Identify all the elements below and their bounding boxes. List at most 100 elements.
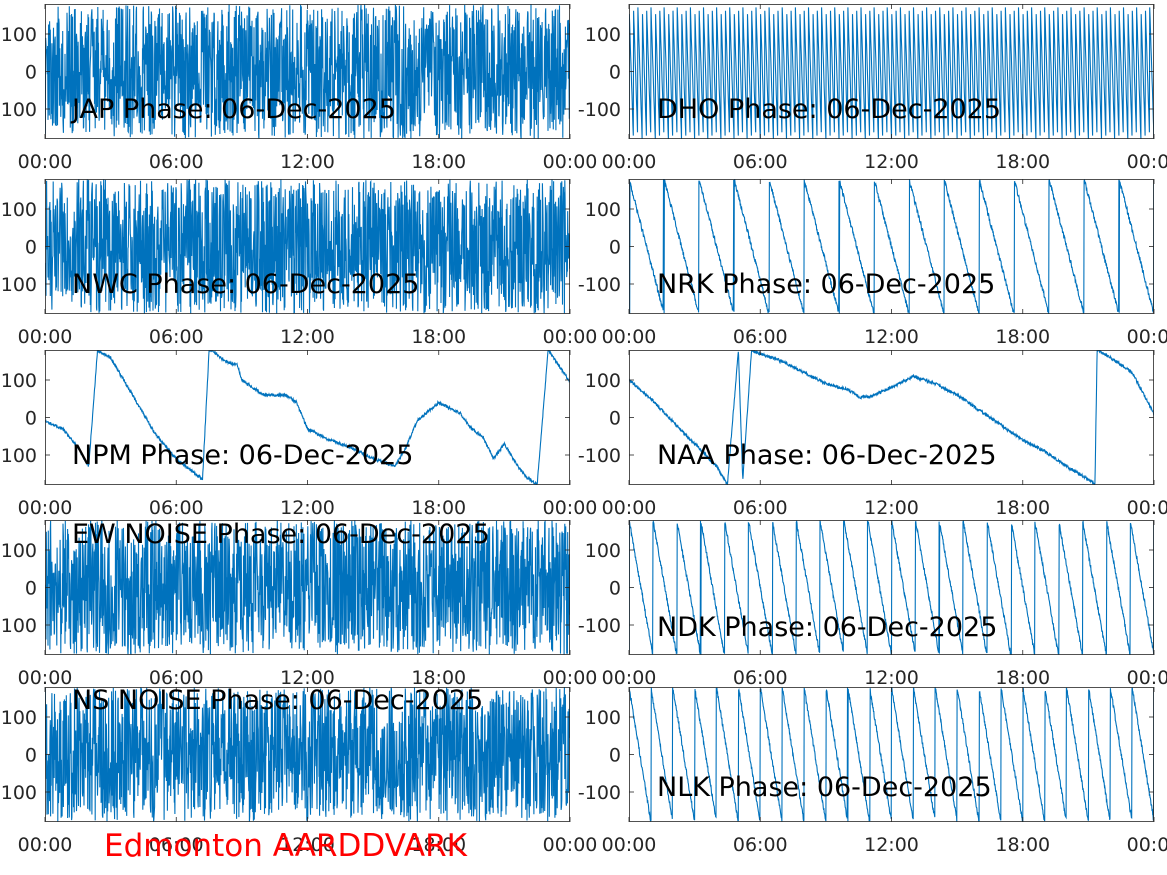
x-tick-label: 12:00 — [864, 326, 919, 348]
y-tick-label: 0 — [609, 237, 621, 259]
panel-title: NWC Phase: 06-Dec-2025 — [72, 269, 419, 300]
x-tick-label: 18:00 — [411, 326, 466, 348]
y-tick-label: -100 — [0, 445, 37, 467]
y-tick-label: 100 — [585, 707, 621, 729]
panel-title: NRK Phase: 06-Dec-2025 — [657, 269, 995, 300]
x-tick-label: 00:00 — [602, 151, 657, 173]
x-tick-label: 06:00 — [733, 151, 788, 173]
y-tick-label: -100 — [578, 445, 621, 467]
panel-title: EW NOISE Phase: 06-Dec-2025 — [72, 519, 490, 550]
x-tick-label: 12:00 — [864, 667, 919, 689]
y-tick-label: 100 — [585, 370, 621, 392]
phase-trace — [45, 350, 570, 485]
plot-area — [629, 350, 1154, 485]
y-tick-label: 100 — [1, 24, 37, 46]
x-tick-label: 18:00 — [995, 834, 1050, 856]
x-tick-label: 00:00 — [543, 151, 598, 173]
y-tick-label: 0 — [25, 578, 37, 600]
panel-title: NAA Phase: 06-Dec-2025 — [657, 440, 997, 471]
x-tick-label: 12:00 — [280, 667, 335, 689]
plot-area — [45, 350, 570, 485]
y-tick-label: 0 — [25, 62, 37, 84]
x-tick-label: 06:00 — [733, 667, 788, 689]
x-tick-label: 00:00 — [18, 151, 73, 173]
x-tick-label: 00:00 — [543, 834, 598, 856]
x-tick-label: 06:00 — [733, 497, 788, 519]
x-tick-label: 00:00 — [18, 834, 73, 856]
x-tick-label: 18:00 — [995, 667, 1050, 689]
y-tick-label: 100 — [1, 199, 37, 221]
x-tick-label: 12:00 — [280, 834, 335, 856]
x-tick-label: 00:00 — [1127, 834, 1167, 856]
x-tick-label: 06:00 — [149, 151, 204, 173]
panel-title: JAP Phase: 06-Dec-2025 — [70, 94, 396, 125]
panel-title: NS NOISE Phase: 06-Dec-2025 — [72, 685, 483, 716]
phase-panel: 100 0 -100 00:00 06:00 12:00 18:00 00:00 JAP Pha… — [0, 4, 597, 173]
x-tick-label: 12:00 — [280, 497, 335, 519]
x-tick-label: 00:00 — [543, 326, 598, 348]
phase-panel: 100 0 -100 00:00 06:00 12:00 18:00 00:00 NWC Pha… — [0, 179, 597, 348]
x-tick-label: 06:00 — [733, 326, 788, 348]
x-tick-label: 00:00 — [18, 667, 73, 689]
x-tick-label: 00:00 — [602, 834, 657, 856]
phase-trace — [45, 520, 570, 655]
x-tick-label: 12:00 — [864, 151, 919, 173]
y-tick-label: -100 — [578, 615, 621, 637]
phase-panel: 100 0 -100 00:00 06:00 12:00 18:00 00:00 NRK Pha… — [578, 179, 1167, 348]
y-tick-label: 0 — [609, 62, 621, 84]
x-tick-label: 06:00 — [149, 834, 204, 856]
x-tick-label: 12:00 — [864, 497, 919, 519]
y-tick-label: 100 — [585, 199, 621, 221]
phase-trace — [45, 4, 570, 139]
x-tick-label: 00:00 — [1127, 326, 1167, 348]
y-tick-label: 100 — [1, 540, 37, 562]
x-tick-label: 00:00 — [602, 667, 657, 689]
y-tick-label: -100 — [578, 274, 621, 296]
y-tick-label: 0 — [25, 408, 37, 430]
phase-panel: 100 0 -100 00:00 06:00 12:00 18:00 00:00 NLK Pha… — [578, 687, 1167, 856]
x-tick-label: 12:00 — [280, 326, 335, 348]
x-tick-label: 18:00 — [411, 497, 466, 519]
x-tick-label: 12:00 — [864, 834, 919, 856]
x-tick-label: 00:00 — [1127, 497, 1167, 519]
x-tick-label: 00:00 — [18, 497, 73, 519]
panel-title: DHO Phase: 06-Dec-2025 — [657, 94, 1001, 125]
x-tick-label: 06:00 — [149, 497, 204, 519]
y-tick-label: 0 — [609, 408, 621, 430]
y-tick-label: 100 — [585, 540, 621, 562]
x-tick-label: 00:00 — [543, 667, 598, 689]
x-tick-label: 18:00 — [995, 151, 1050, 173]
x-tick-label: 06:00 — [149, 667, 204, 689]
y-tick-label: 100 — [585, 24, 621, 46]
y-tick-label: -100 — [0, 615, 37, 637]
x-tick-label: 18:00 — [411, 834, 466, 856]
phase-panel: 100 0 -100 00:00 06:00 12:00 18:00 00:00 NPM Pha… — [0, 350, 597, 519]
x-tick-label: 18:00 — [411, 151, 466, 173]
x-tick-label: 12:00 — [280, 151, 335, 173]
station-title: Edmonton AARDDVARK — [104, 828, 468, 864]
phase-trace — [629, 350, 1154, 485]
y-tick-label: 0 — [25, 745, 37, 767]
x-tick-label: 18:00 — [411, 667, 466, 689]
phase-trace — [45, 179, 570, 314]
x-tick-label: 00:00 — [1127, 667, 1167, 689]
x-tick-label: 00:00 — [543, 497, 598, 519]
phase-panel: 100 0 -100 00:00 06:00 12:00 18:00 00:00 DHO Pha… — [578, 4, 1167, 173]
phase-trace — [629, 179, 1154, 314]
x-tick-label: 00:00 — [602, 497, 657, 519]
x-tick-label: 18:00 — [995, 497, 1050, 519]
phase-panel: 100 0 -100 00:00 06:00 12:00 18:00 00:00 NS NOIS… — [0, 685, 597, 856]
x-tick-label: 06:00 — [733, 834, 788, 856]
x-tick-label: 00:00 — [1127, 151, 1167, 173]
x-tick-label: 00:00 — [18, 326, 73, 348]
x-tick-label: 00:00 — [602, 326, 657, 348]
y-tick-label: 0 — [25, 237, 37, 259]
y-tick-label: 100 — [1, 370, 37, 392]
y-tick-label: 100 — [1, 707, 37, 729]
panel-title: NLK Phase: 06-Dec-2025 — [657, 772, 992, 803]
y-tick-label: -100 — [0, 274, 37, 296]
phase-panel: 100 0 -100 00:00 06:00 12:00 18:00 00:00 EW NOIS… — [0, 519, 597, 689]
x-tick-label: 18:00 — [995, 326, 1050, 348]
phase-trace — [45, 687, 570, 822]
